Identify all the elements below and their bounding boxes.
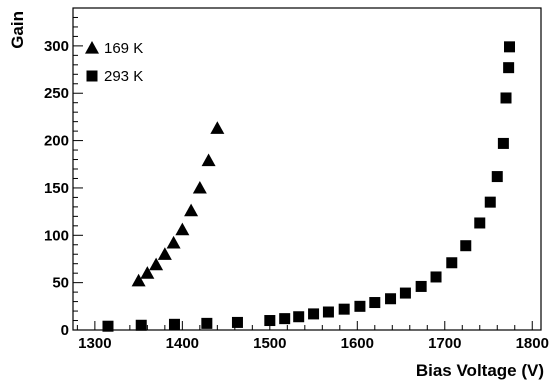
x-tick-label: 1300 [78, 335, 111, 352]
legend: 169 K 293 K [85, 40, 143, 85]
square-point [322, 306, 334, 318]
legend-square-marker [86, 70, 98, 82]
y-axis-title: Gain [8, 11, 27, 49]
triangle-point [210, 121, 225, 134]
triangle-point [131, 273, 146, 287]
square-point [338, 303, 350, 315]
square-point [385, 293, 397, 305]
square-point [369, 297, 381, 309]
square-point [484, 196, 496, 208]
square-point [430, 271, 442, 283]
y-tick-label: 150 [44, 180, 69, 197]
x-axis-title: Bias Voltage (V) [416, 361, 544, 380]
y-tick-label: 200 [44, 133, 69, 150]
square-point [168, 318, 180, 330]
square-point [231, 316, 243, 328]
series-triangle [131, 121, 225, 287]
square-point [503, 62, 515, 74]
x-tick-label: 1400 [166, 335, 199, 352]
legend-triangle-marker [85, 41, 99, 54]
legend-label: 169 K [104, 40, 143, 57]
x-tick-label: 1700 [428, 335, 461, 352]
triangle-point [149, 257, 164, 271]
square-point [504, 41, 516, 53]
square-point [293, 311, 305, 323]
square-point [497, 137, 509, 149]
square-point [308, 308, 320, 320]
y-tick-label: 100 [44, 227, 69, 244]
triangle-point [175, 222, 190, 236]
y-tick-label: 300 [44, 38, 69, 55]
square-point [399, 287, 411, 299]
square-point [491, 171, 503, 183]
triangle-point [157, 247, 172, 260]
square-point [264, 315, 276, 327]
y-tick-label: 250 [44, 85, 69, 102]
square-point [460, 240, 472, 252]
x-tick-label: 1500 [253, 335, 286, 352]
triangle-point [140, 266, 155, 279]
square-point [135, 319, 147, 331]
data-series [102, 41, 516, 332]
triangle-point [192, 180, 207, 194]
triangle-point [201, 153, 216, 167]
square-point [354, 300, 366, 312]
square-point [279, 313, 291, 325]
triangle-point [166, 235, 181, 249]
legend-label: 293 K [104, 68, 143, 85]
triangle-point [184, 203, 199, 217]
x-tick-label: 1600 [341, 335, 374, 352]
series-square [102, 41, 516, 332]
y-tick-label: 0 [61, 322, 69, 339]
square-point [474, 217, 486, 229]
y-tick-label: 50 [52, 275, 69, 292]
square-point [446, 257, 458, 269]
square-point [415, 280, 427, 292]
axes: 1300 1400 1500 1600 1700 1800 0 50 100 150 200 250 3… [44, 7, 549, 352]
square-point [201, 317, 213, 329]
square-point [500, 92, 512, 104]
x-tick-label: 1800 [516, 335, 549, 352]
square-point [102, 320, 114, 332]
